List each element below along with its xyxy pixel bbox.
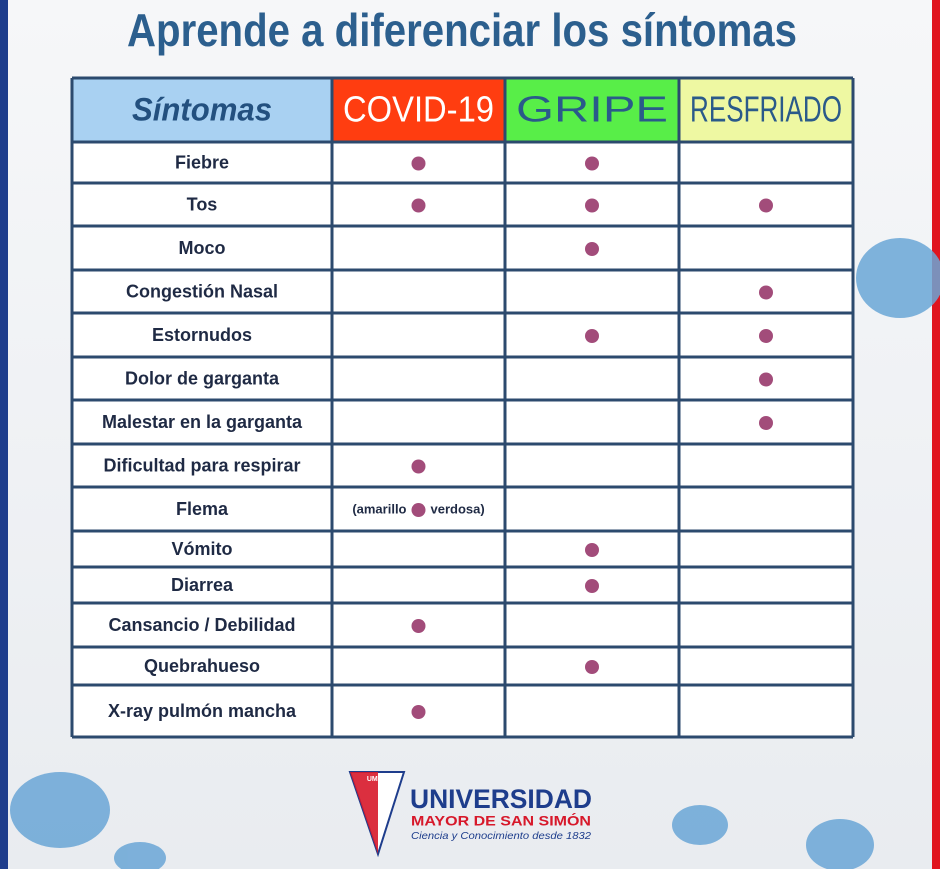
symptom-label: X-ray pulmón mancha [108,701,297,721]
symptom-label: Vómito [172,539,233,559]
logo-emblem: UMSS [367,776,388,783]
symptom-dot [585,242,599,256]
header-label: GRIPE [516,89,668,130]
symptom-label: Quebrahueso [144,656,260,676]
symptom-dot [585,543,599,557]
header-cell [72,78,332,142]
header-cell [679,78,853,142]
header-label: Síntomas [132,91,272,127]
logo-name: UNIVERSIDAD [410,784,592,814]
symptom-dot [411,503,426,517]
symptom-label: Malestar en la garganta [102,412,303,432]
header-label: COVID-19 [343,89,494,130]
symptom-label: Diarrea [171,575,234,595]
header-cell [332,78,505,142]
symptom-table: Síntomas COVID-19 GRIPE RESFRIADO Fiebre Tos M… [70,76,855,739]
symptom-dot [759,372,773,387]
note-right: verdosa) [431,501,485,516]
symptom-dot [411,459,426,474]
symptom-label: Tos [187,194,218,214]
symptom-label: Dificultad para respirar [103,455,300,475]
symptom-dot [411,619,426,633]
header-label: RESFRIADO [690,89,842,130]
symptom-dot [585,198,599,213]
logo-subname: MAYOR DE SAN SIMÓN [411,812,591,829]
symptom-dot [759,285,773,300]
symptom-dot [411,705,426,719]
symptom-label: Fiebre [175,152,229,172]
symptom-label: Estornudos [152,325,252,345]
symptom-dot [759,416,773,430]
symptom-dot [411,198,426,213]
right-stripe [932,0,940,869]
symptom-dot [759,198,773,213]
symptom-dot [585,329,599,343]
symptom-dot [585,156,599,171]
header-cell [505,78,679,142]
note-left: (amarillo [352,501,406,516]
symptom-dot [585,579,599,593]
symptom-dot [411,156,426,171]
logo: UMSS UNIVERSIDAD MAYOR DE SAN SIMÓN Cien… [348,771,592,858]
symptom-label: Moco [179,238,226,258]
symptom-label: Dolor de garganta [125,368,280,388]
table-body [72,142,853,737]
symptom-dot [585,660,599,674]
logo-motto: Ciencia y Conocimiento desde 1832 [411,830,591,842]
symptom-label: Congestión Nasal [126,281,278,301]
symptom-label: Flema [176,499,229,519]
left-stripe [0,0,8,869]
virus-decor [10,238,940,869]
symptom-dot [759,329,773,343]
symptom-label: Cansancio / Debilidad [108,615,295,635]
title: Aprende a diferenciar los síntomas [127,4,797,56]
